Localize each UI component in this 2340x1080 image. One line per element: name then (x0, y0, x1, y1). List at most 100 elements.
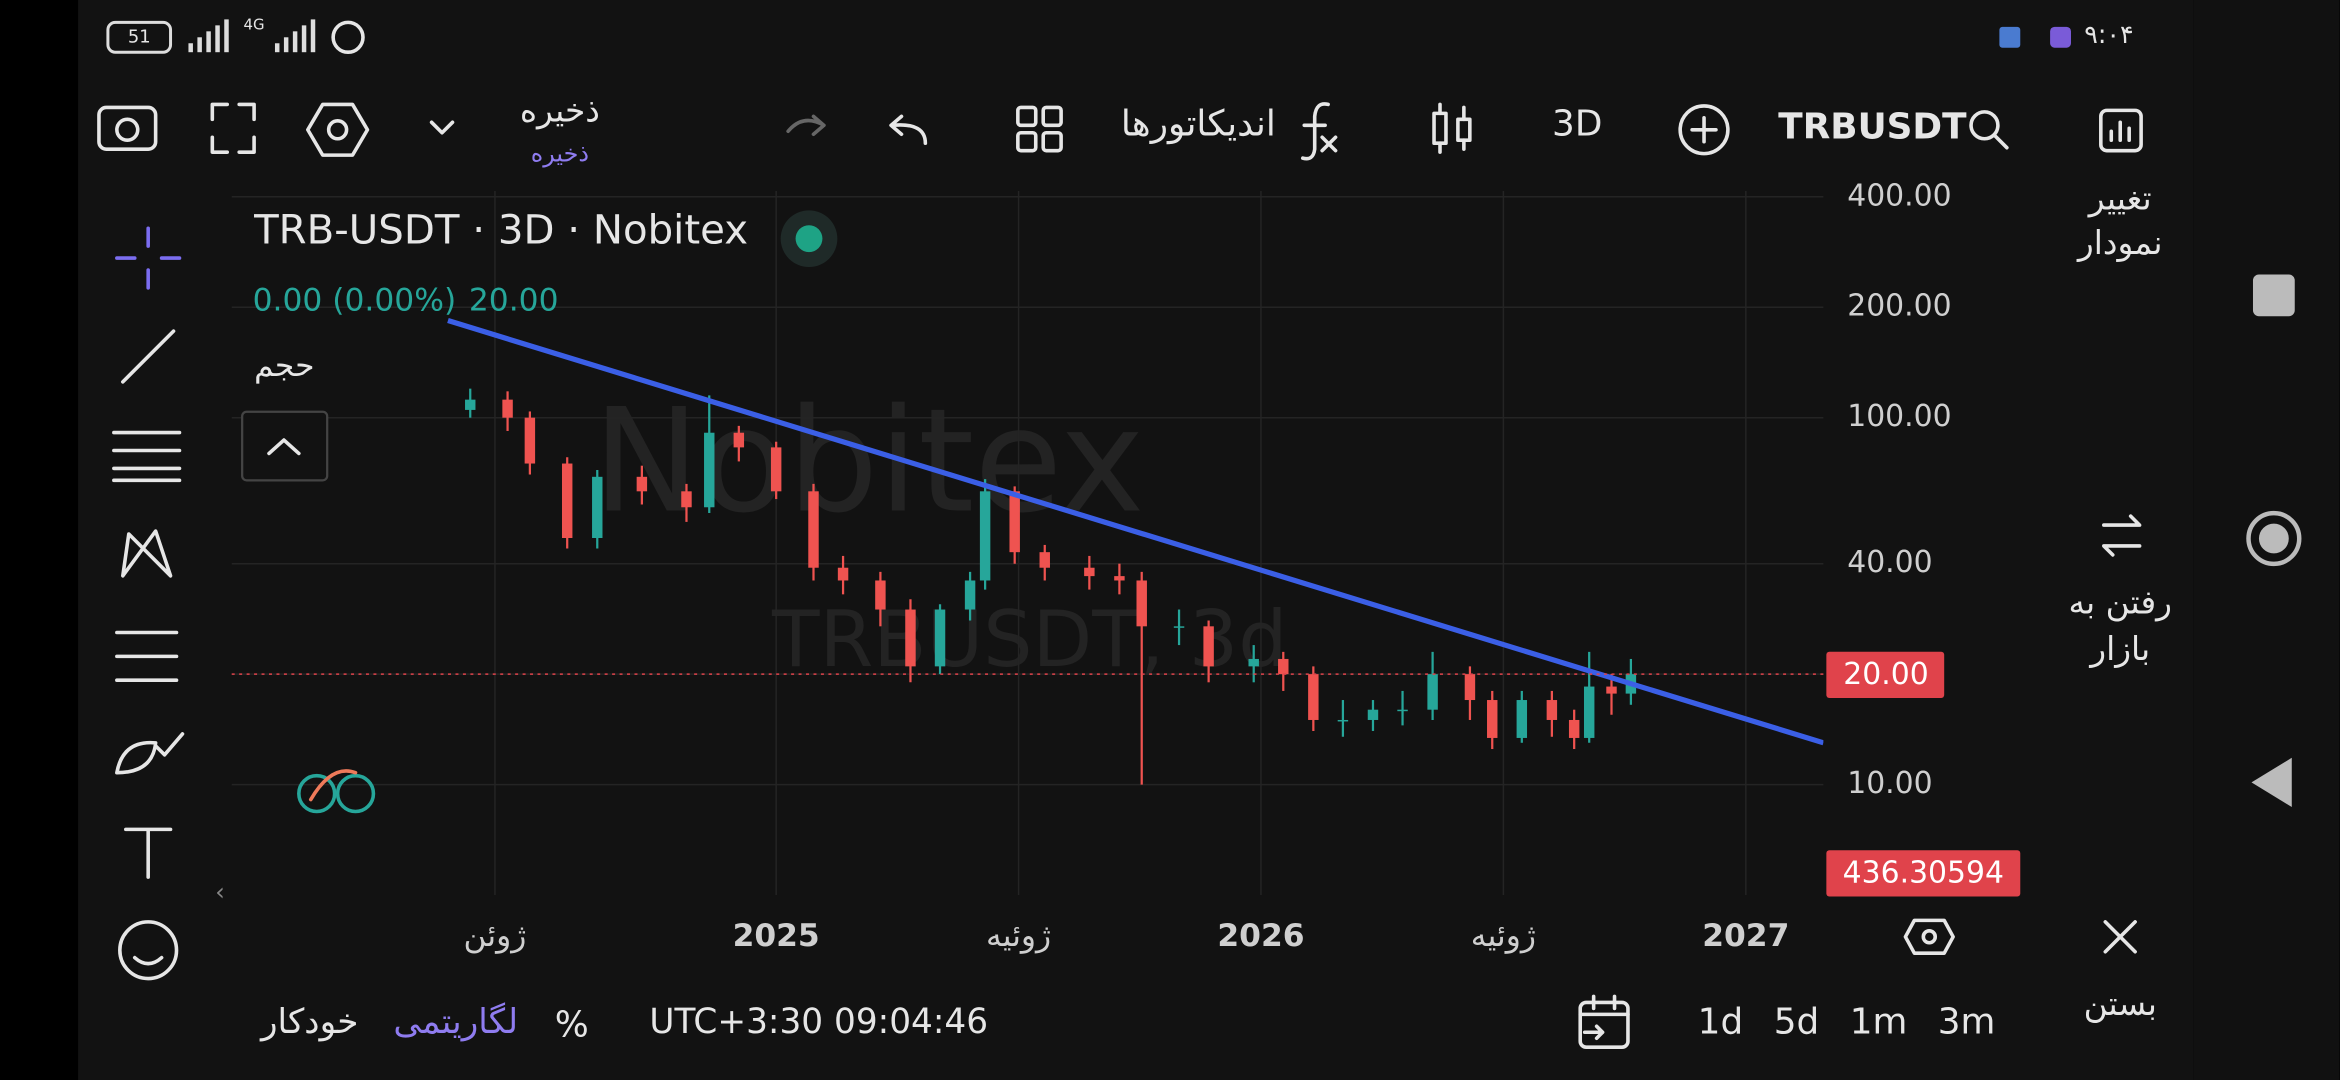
candle-body (1009, 491, 1020, 553)
x-tick-label: 2026 (1217, 918, 1304, 954)
save-subtitle: ذخیره (531, 140, 589, 168)
range-button[interactable]: 3m (1938, 1001, 1996, 1042)
volume-label-box (1826, 850, 2021, 897)
undo-button[interactable] (889, 114, 928, 145)
collapse-arrow[interactable]: ‹ (215, 878, 225, 906)
volume-legend: حجم (254, 348, 314, 384)
scale-settings-button[interactable] (1903, 918, 1955, 955)
candle-body (524, 417, 536, 464)
text-tool[interactable] (124, 827, 173, 879)
candle-body (1516, 700, 1528, 738)
candle-body (837, 567, 849, 581)
candle-body (592, 476, 603, 538)
x-tick-label: 2025 (733, 918, 820, 954)
go-to-market-label[interactable]: رفتن به (2068, 584, 2172, 622)
candle-body (1546, 700, 1558, 720)
candle-body (1397, 709, 1408, 712)
range-button[interactable]: 1d (1698, 1001, 1743, 1042)
close-icon[interactable] (2103, 920, 2137, 954)
clock: ۹:۰۴ (2084, 19, 2133, 49)
percent-scale-toggle[interactable]: % (555, 1004, 589, 1045)
chart-title: TRB-USDT · 3D · Nobitex (253, 208, 748, 254)
candle-body (1606, 686, 1617, 694)
notification-icon (2050, 26, 2071, 48)
compare-button[interactable] (1678, 104, 1730, 156)
candle-body (1136, 580, 1147, 627)
legend-price: 20.00 (469, 282, 559, 318)
layout-button[interactable] (1016, 105, 1063, 153)
watermark-symbol: TRBUSDT, 3d (771, 595, 1287, 685)
y-tick-label: 400.00 (1847, 178, 1951, 213)
log-scale-toggle[interactable]: لگاریتمی (393, 1002, 518, 1042)
battery-level: 51 (128, 26, 151, 47)
candle-body (934, 609, 946, 667)
candle-body (1203, 626, 1214, 667)
brush-tool[interactable] (115, 732, 185, 775)
chart: Nobitex TRBUSDT, 3d 10.00 20.00 40.00 100.0… (231, 178, 1952, 954)
chart-type-button[interactable] (1432, 102, 1472, 154)
symbol-search[interactable]: TRBUSDT (1778, 106, 1967, 147)
candle-body (1308, 674, 1319, 720)
save-button[interactable]: ذخیره (520, 91, 600, 129)
crosshair-tool[interactable] (115, 226, 182, 290)
candle-body (1278, 658, 1289, 675)
pattern-tool[interactable] (121, 529, 173, 578)
alarm-icon (331, 20, 365, 54)
close-button[interactable]: بستن (2084, 985, 2157, 1023)
candle-body (808, 491, 819, 568)
interval-button[interactable]: 3D (1552, 103, 1602, 144)
back-button[interactable] (2251, 757, 2292, 808)
settings-button[interactable] (306, 102, 370, 157)
y-tick-label: 200.00 (1847, 289, 1951, 324)
camera-button[interactable] (97, 105, 158, 151)
watermark-brand: Nobitex (593, 377, 1145, 544)
x-tick-label: ژوئیه (986, 918, 1051, 954)
candle-body (905, 609, 916, 667)
app-background (78, 0, 2194, 1080)
auto-scale-toggle[interactable]: خودکار (259, 1002, 359, 1042)
y-tick-label: 10.00 (1847, 766, 1932, 801)
candle-body (1568, 719, 1580, 738)
recents-button[interactable] (2252, 274, 2295, 317)
candle-body (770, 447, 782, 492)
x-tick-label: ژوئیه (1471, 918, 1536, 954)
emoji-tool[interactable] (118, 920, 179, 981)
goto-date-button[interactable] (1578, 994, 1630, 1049)
trend-line-tool[interactable] (121, 329, 176, 384)
market-icon[interactable] (2102, 514, 2142, 557)
candle-body (636, 476, 648, 492)
network-type: 4G (244, 15, 265, 33)
range-button[interactable]: 1m (1850, 1001, 1908, 1042)
range-button[interactable]: 5d (1774, 1001, 1820, 1042)
price-label-box (1826, 651, 1945, 699)
change-chart-icon[interactable] (2099, 108, 2143, 153)
fib-tool[interactable] (112, 430, 182, 483)
timezone-clock[interactable]: UTC+3:30 09:04:46 (649, 1002, 988, 1042)
candle-body (1487, 700, 1498, 738)
x-tick-label: 2027 (1702, 918, 1789, 954)
dropdown-button[interactable] (429, 120, 455, 135)
fullscreen-button[interactable] (210, 102, 256, 154)
home-button[interactable] (2246, 510, 2302, 567)
projection-tool[interactable] (115, 630, 179, 683)
candle-body (1039, 552, 1050, 568)
candle-body (1464, 674, 1476, 701)
y-tick-label: 100.00 (1847, 399, 1951, 434)
candle-body (1427, 674, 1438, 710)
redo-button[interactable] (786, 114, 826, 137)
function-icon[interactable] (1300, 102, 1338, 161)
search-icon[interactable] (1969, 110, 2009, 150)
collapse-legend-button[interactable] (241, 410, 329, 482)
go-to-market-label[interactable]: بازار (2088, 630, 2150, 668)
plot (447, 318, 1824, 785)
change-chart-label[interactable]: تغییر (2087, 179, 2152, 217)
candle-body (502, 399, 513, 418)
trend-line (447, 318, 1824, 746)
candle-body (1084, 567, 1095, 577)
candle-body (1248, 658, 1259, 667)
change-chart-label[interactable]: نمودار (2076, 224, 2163, 262)
indicators-button[interactable]: اندیکاتورها (1121, 103, 1276, 144)
replay-icon[interactable] (297, 769, 376, 814)
notification-icon (1999, 26, 2021, 48)
